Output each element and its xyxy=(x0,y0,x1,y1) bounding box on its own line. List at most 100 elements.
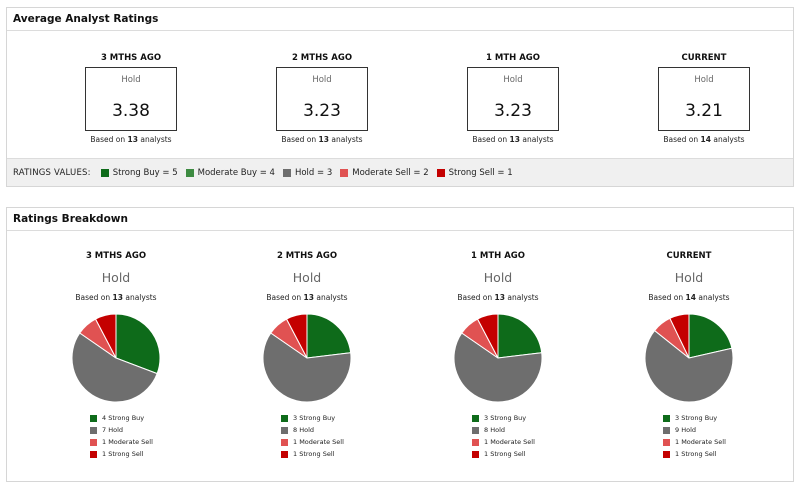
rating-label: Hold xyxy=(503,75,523,85)
pie-legend-item: 1 Strong Sell xyxy=(663,448,769,460)
pie-legend-item: 3 Strong Buy xyxy=(472,412,578,424)
based-on-text: Based on 13 analysts xyxy=(472,135,554,144)
pie-slice-strong-buy xyxy=(306,313,352,359)
pie-legend-item: 3 Strong Buy xyxy=(281,412,387,424)
pie-legend-item: 3 Strong Buy xyxy=(663,412,769,424)
period-label: 3 MTHS AGO xyxy=(100,53,162,63)
rating-box: Hold 3.38 xyxy=(85,67,177,131)
pie-slice-strong-sell xyxy=(669,313,690,359)
pie-slice-strong-buy xyxy=(497,313,543,359)
swatch-moderate-buy xyxy=(185,168,194,177)
pie-chart xyxy=(453,313,543,403)
ratings-breakdown-panel: Ratings Breakdown 3 MTHS AGO Hold Based … xyxy=(6,207,794,482)
pie-legend-item: 1 Moderate Sell xyxy=(472,436,578,448)
analyst-count: 13 xyxy=(303,293,314,302)
legend-item-strong-sell: Strong Sell = 1 xyxy=(436,168,513,178)
pie-legend-item: 8 Hold xyxy=(281,424,387,436)
pie-chart xyxy=(262,313,352,403)
pie-legend-item: 1 Strong Sell xyxy=(472,448,578,460)
pie-legend: 3 Strong Buy 8 Hold 1 Moderate Sell 1 St… xyxy=(472,412,578,460)
pie-legend-item: 1 Moderate Sell xyxy=(281,436,387,448)
rating-label: Hold xyxy=(694,75,714,85)
swatch-moderate-sell xyxy=(340,168,349,177)
pie-slice-hold xyxy=(71,332,158,403)
pie-slice-strong-sell xyxy=(285,313,308,359)
pie-slice-hold xyxy=(262,332,352,403)
swatch-hold xyxy=(282,168,291,177)
pie-legend: 3 Strong Buy 8 Hold 1 Moderate Sell 1 St… xyxy=(281,412,387,460)
legend-item-hold: Hold = 3 xyxy=(282,168,332,178)
rating-label: Hold xyxy=(292,270,322,285)
analyst-count: 14 xyxy=(685,293,696,302)
avg-col-3mths: 3 MTHS AGO Hold 3.38 Based on 13 analyst… xyxy=(51,53,211,144)
rating-label: Hold xyxy=(483,270,513,285)
pie-legend: 3 Strong Buy 9 Hold 1 Moderate Sell 1 St… xyxy=(663,412,769,460)
average-ratings-panel: Average Analyst Ratings 3 MTHS AGO Hold … xyxy=(6,7,794,187)
avg-col-2mths: 2 MTHS AGO Hold 3.23 Based on 13 analyst… xyxy=(242,53,402,144)
analyst-count: 13 xyxy=(112,293,123,302)
analyst-count: 13 xyxy=(494,293,505,302)
rating-box: Hold 3.21 xyxy=(658,67,750,131)
period-label: CURRENT xyxy=(681,53,727,63)
based-on-text: Based on 14 analysts xyxy=(663,135,745,144)
average-ratings-title: Average Analyst Ratings xyxy=(7,8,793,31)
based-on-text: Based on 13 analysts xyxy=(266,293,348,302)
pie-legend-item: 8 Hold xyxy=(472,424,578,436)
rating-label: Hold xyxy=(312,75,332,85)
pie-legend-item: 4 Strong Buy xyxy=(90,412,196,424)
rating-score: 3.21 xyxy=(685,101,723,121)
pie-legend-item: 1 Moderate Sell xyxy=(663,436,769,448)
legend-item-strong-buy: Strong Buy = 5 xyxy=(100,168,178,178)
pie-legend-item: 1 Strong Sell xyxy=(90,448,196,460)
ratings-values-legend: RATINGS VALUES: Strong Buy = 5 Moderate … xyxy=(7,158,793,186)
rating-label: Hold xyxy=(121,75,141,85)
ratings-breakdown-title: Ratings Breakdown xyxy=(7,208,793,231)
rating-score: 3.23 xyxy=(494,101,532,121)
pie-legend-item: 1 Moderate Sell xyxy=(90,436,196,448)
rating-box: Hold 3.23 xyxy=(276,67,368,131)
analyst-count: 14 xyxy=(700,135,711,144)
breakdown-col-3mths: 3 MTHS AGO Hold Based on 13 analysts 4 S… xyxy=(36,251,196,460)
pie-chart xyxy=(71,313,161,403)
pie-slice-strong-sell xyxy=(476,313,499,359)
legend-item-moderate-sell: Moderate Sell = 2 xyxy=(340,168,429,178)
swatch-strong-buy xyxy=(100,168,109,177)
pie-slice-strong-sell xyxy=(94,313,117,359)
pie-chart xyxy=(644,313,734,403)
based-on-text: Based on 13 analysts xyxy=(457,293,539,302)
rating-label: Hold xyxy=(101,270,131,285)
pie-slice-hold xyxy=(644,329,734,403)
period-label: 1 MTH AGO xyxy=(471,251,525,261)
based-on-text: Based on 13 analysts xyxy=(90,135,172,144)
period-label: 3 MTHS AGO xyxy=(85,251,147,261)
period-label: 1 MTH AGO xyxy=(486,53,540,63)
breakdown-col-2mths: 2 MTHS AGO Hold Based on 13 analysts 3 S… xyxy=(227,251,387,460)
based-on-text: Based on 13 analysts xyxy=(75,293,157,302)
breakdown-col-1mth: 1 MTH AGO Hold Based on 13 analysts 3 St… xyxy=(418,251,578,460)
legend-title: RATINGS VALUES: xyxy=(13,167,91,178)
avg-col-current: CURRENT Hold 3.21 Based on 14 analysts xyxy=(624,53,784,144)
pie-legend-item: 7 Hold xyxy=(90,424,196,436)
pie-slice-hold xyxy=(453,332,543,403)
rating-box: Hold 3.23 xyxy=(467,67,559,131)
period-label: CURRENT xyxy=(666,251,712,261)
period-label: 2 MTHS AGO xyxy=(291,53,353,63)
swatch-strong-sell xyxy=(436,168,445,177)
analyst-count: 13 xyxy=(127,135,138,144)
rating-score: 3.38 xyxy=(112,101,150,121)
pie-slice-strong-buy xyxy=(688,313,733,359)
legend-item-moderate-buy: Moderate Buy = 4 xyxy=(185,168,275,178)
pie-legend-item: 9 Hold xyxy=(663,424,769,436)
based-on-text: Based on 13 analysts xyxy=(281,135,363,144)
period-label: 2 MTHS AGO xyxy=(276,251,338,261)
breakdown-col-current: CURRENT Hold Based on 14 analysts 3 Stro… xyxy=(609,251,769,460)
pie-slice-strong-buy xyxy=(115,313,161,375)
avg-col-1mth: 1 MTH AGO Hold 3.23 Based on 13 analysts xyxy=(433,53,593,144)
analyst-count: 13 xyxy=(318,135,329,144)
pie-legend: 4 Strong Buy 7 Hold 1 Moderate Sell 1 St… xyxy=(90,412,196,460)
rating-score: 3.23 xyxy=(303,101,341,121)
analyst-count: 13 xyxy=(509,135,520,144)
rating-label: Hold xyxy=(674,270,704,285)
based-on-text: Based on 14 analysts xyxy=(648,293,730,302)
pie-legend-item: 1 Strong Sell xyxy=(281,448,387,460)
